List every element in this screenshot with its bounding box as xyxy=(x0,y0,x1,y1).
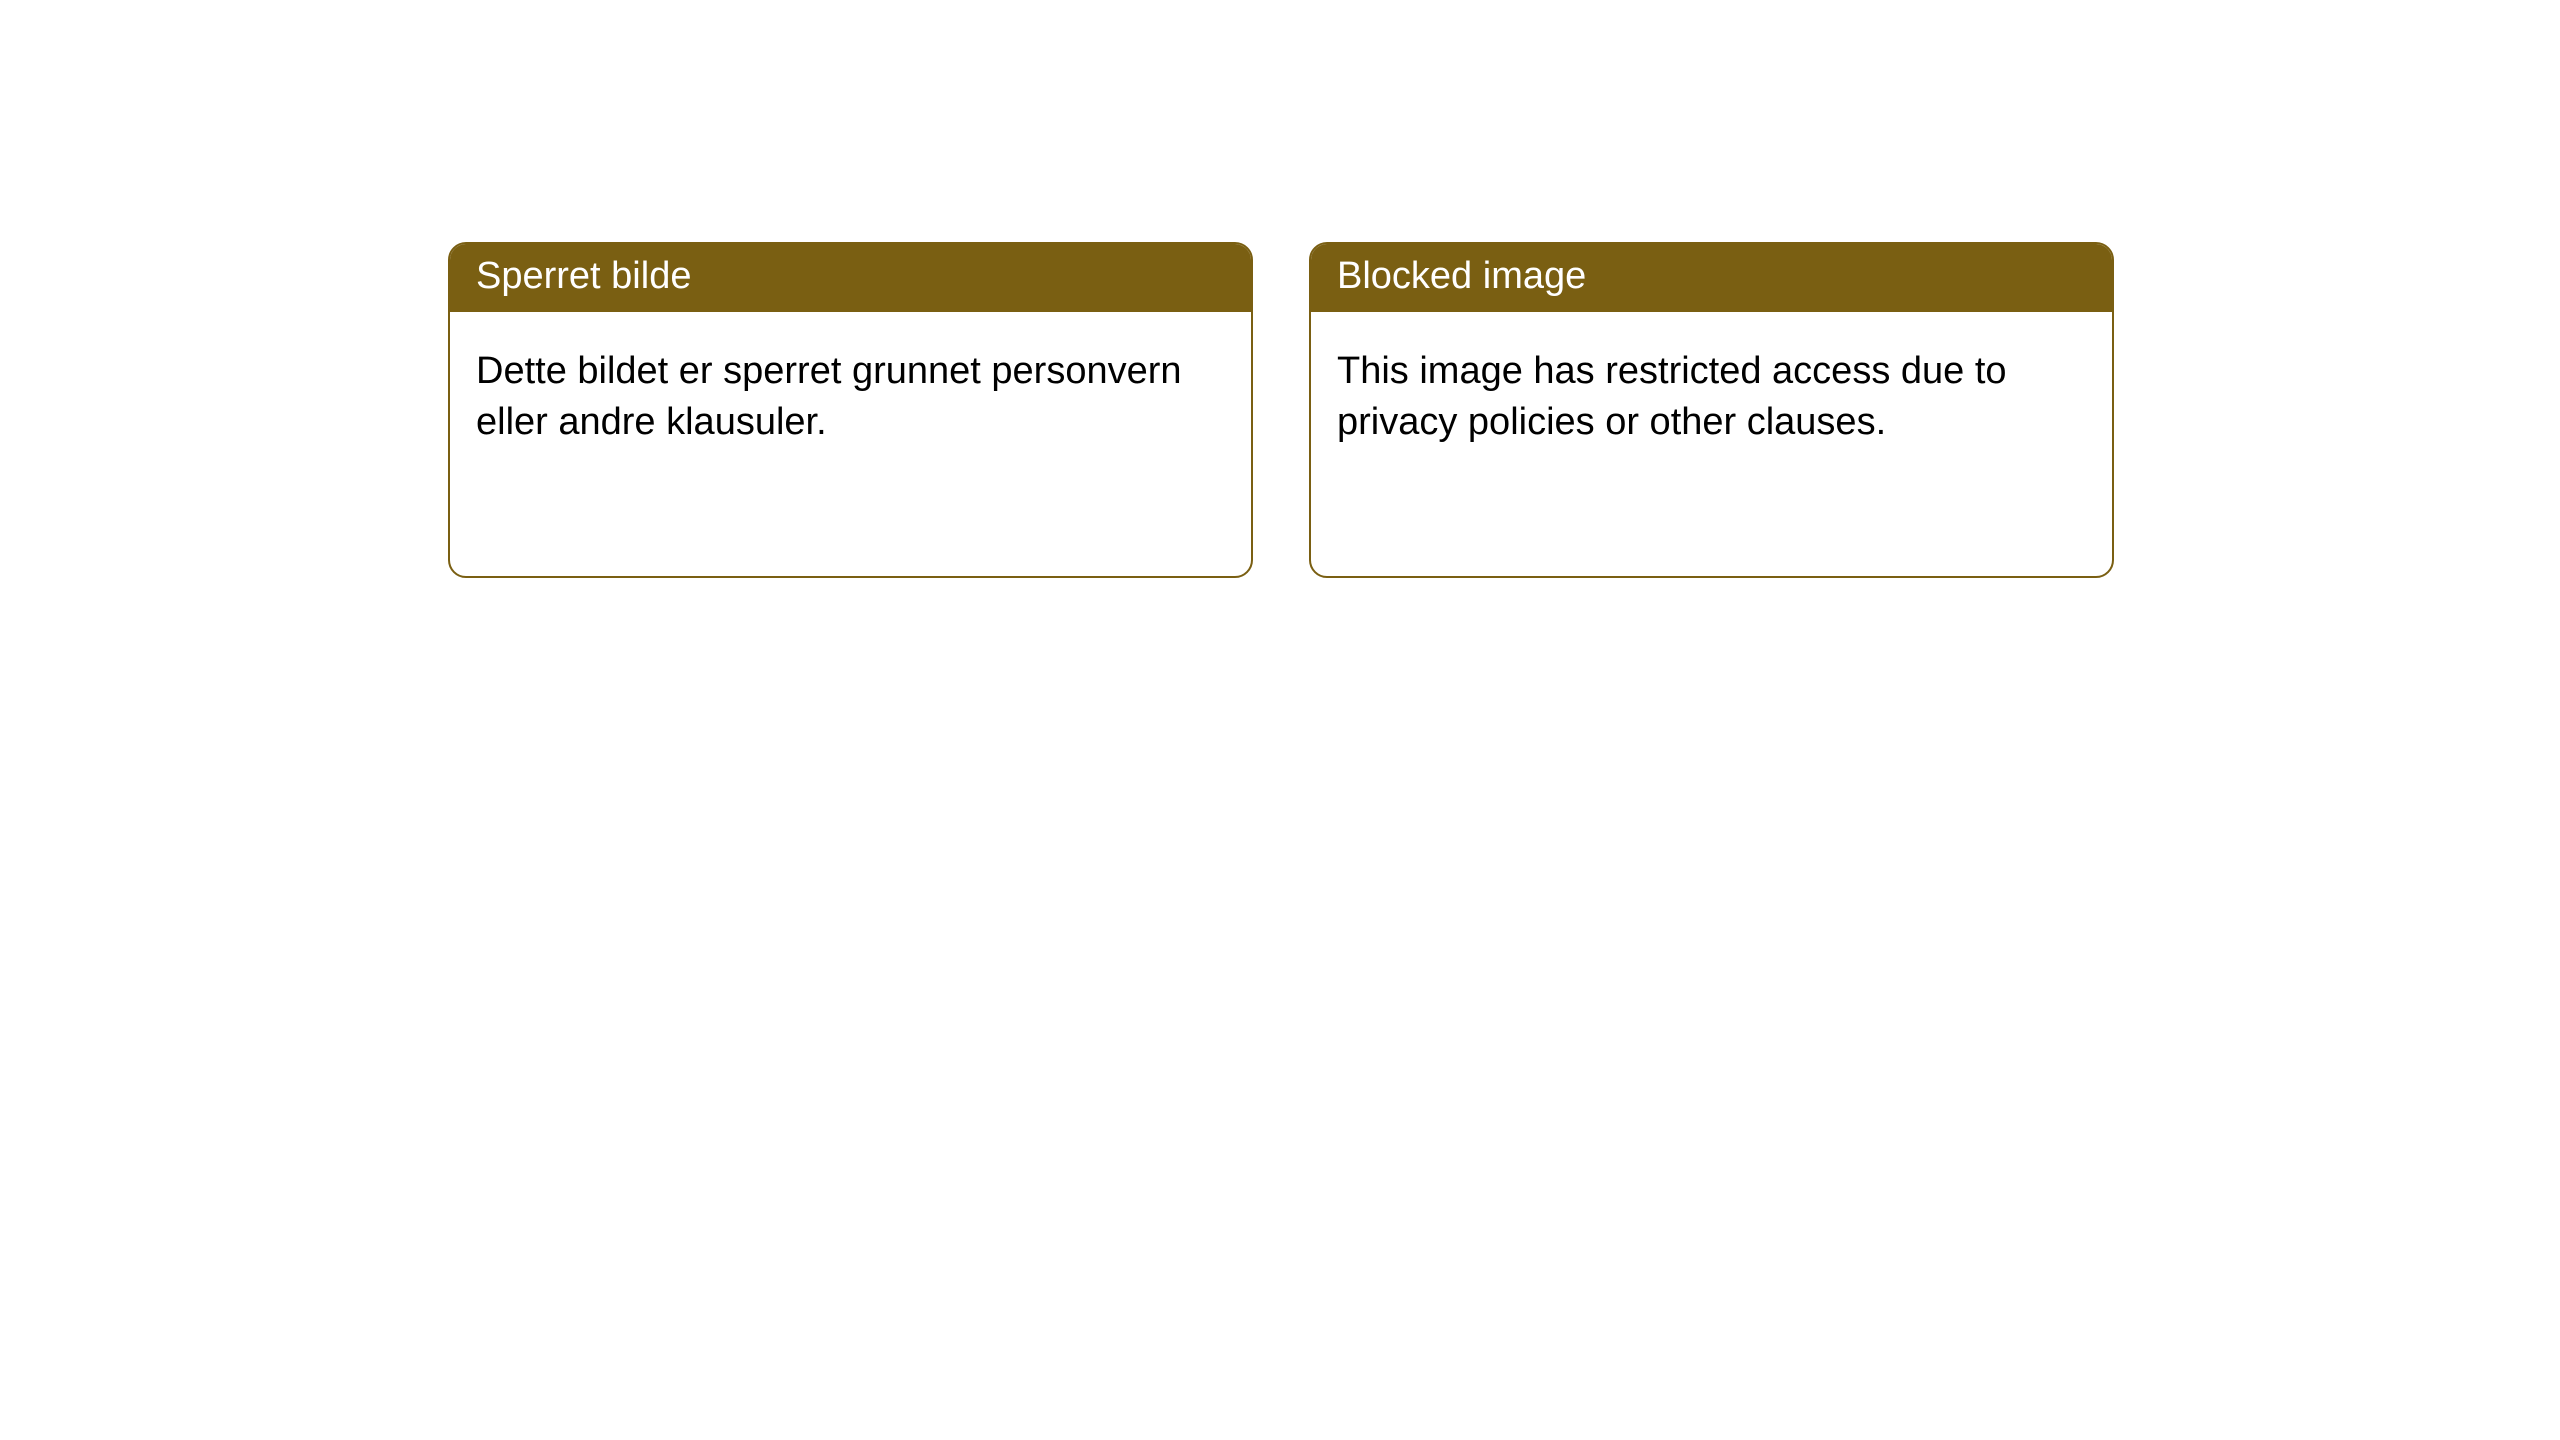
card-body-no: Dette bildet er sperret grunnet personve… xyxy=(450,312,1251,483)
blocked-image-card-en: Blocked image This image has restricted … xyxy=(1309,242,2114,578)
card-header-en: Blocked image xyxy=(1311,244,2112,312)
card-title-no: Sperret bilde xyxy=(476,255,691,297)
card-text-no: Dette bildet er sperret grunnet personve… xyxy=(476,350,1182,443)
blocked-image-card-no: Sperret bilde Dette bildet er sperret gr… xyxy=(448,242,1253,578)
notice-container: Sperret bilde Dette bildet er sperret gr… xyxy=(0,0,2560,578)
card-header-no: Sperret bilde xyxy=(450,244,1251,312)
card-title-en: Blocked image xyxy=(1337,255,1586,297)
card-text-en: This image has restricted access due to … xyxy=(1337,350,2007,443)
card-body-en: This image has restricted access due to … xyxy=(1311,312,2112,483)
